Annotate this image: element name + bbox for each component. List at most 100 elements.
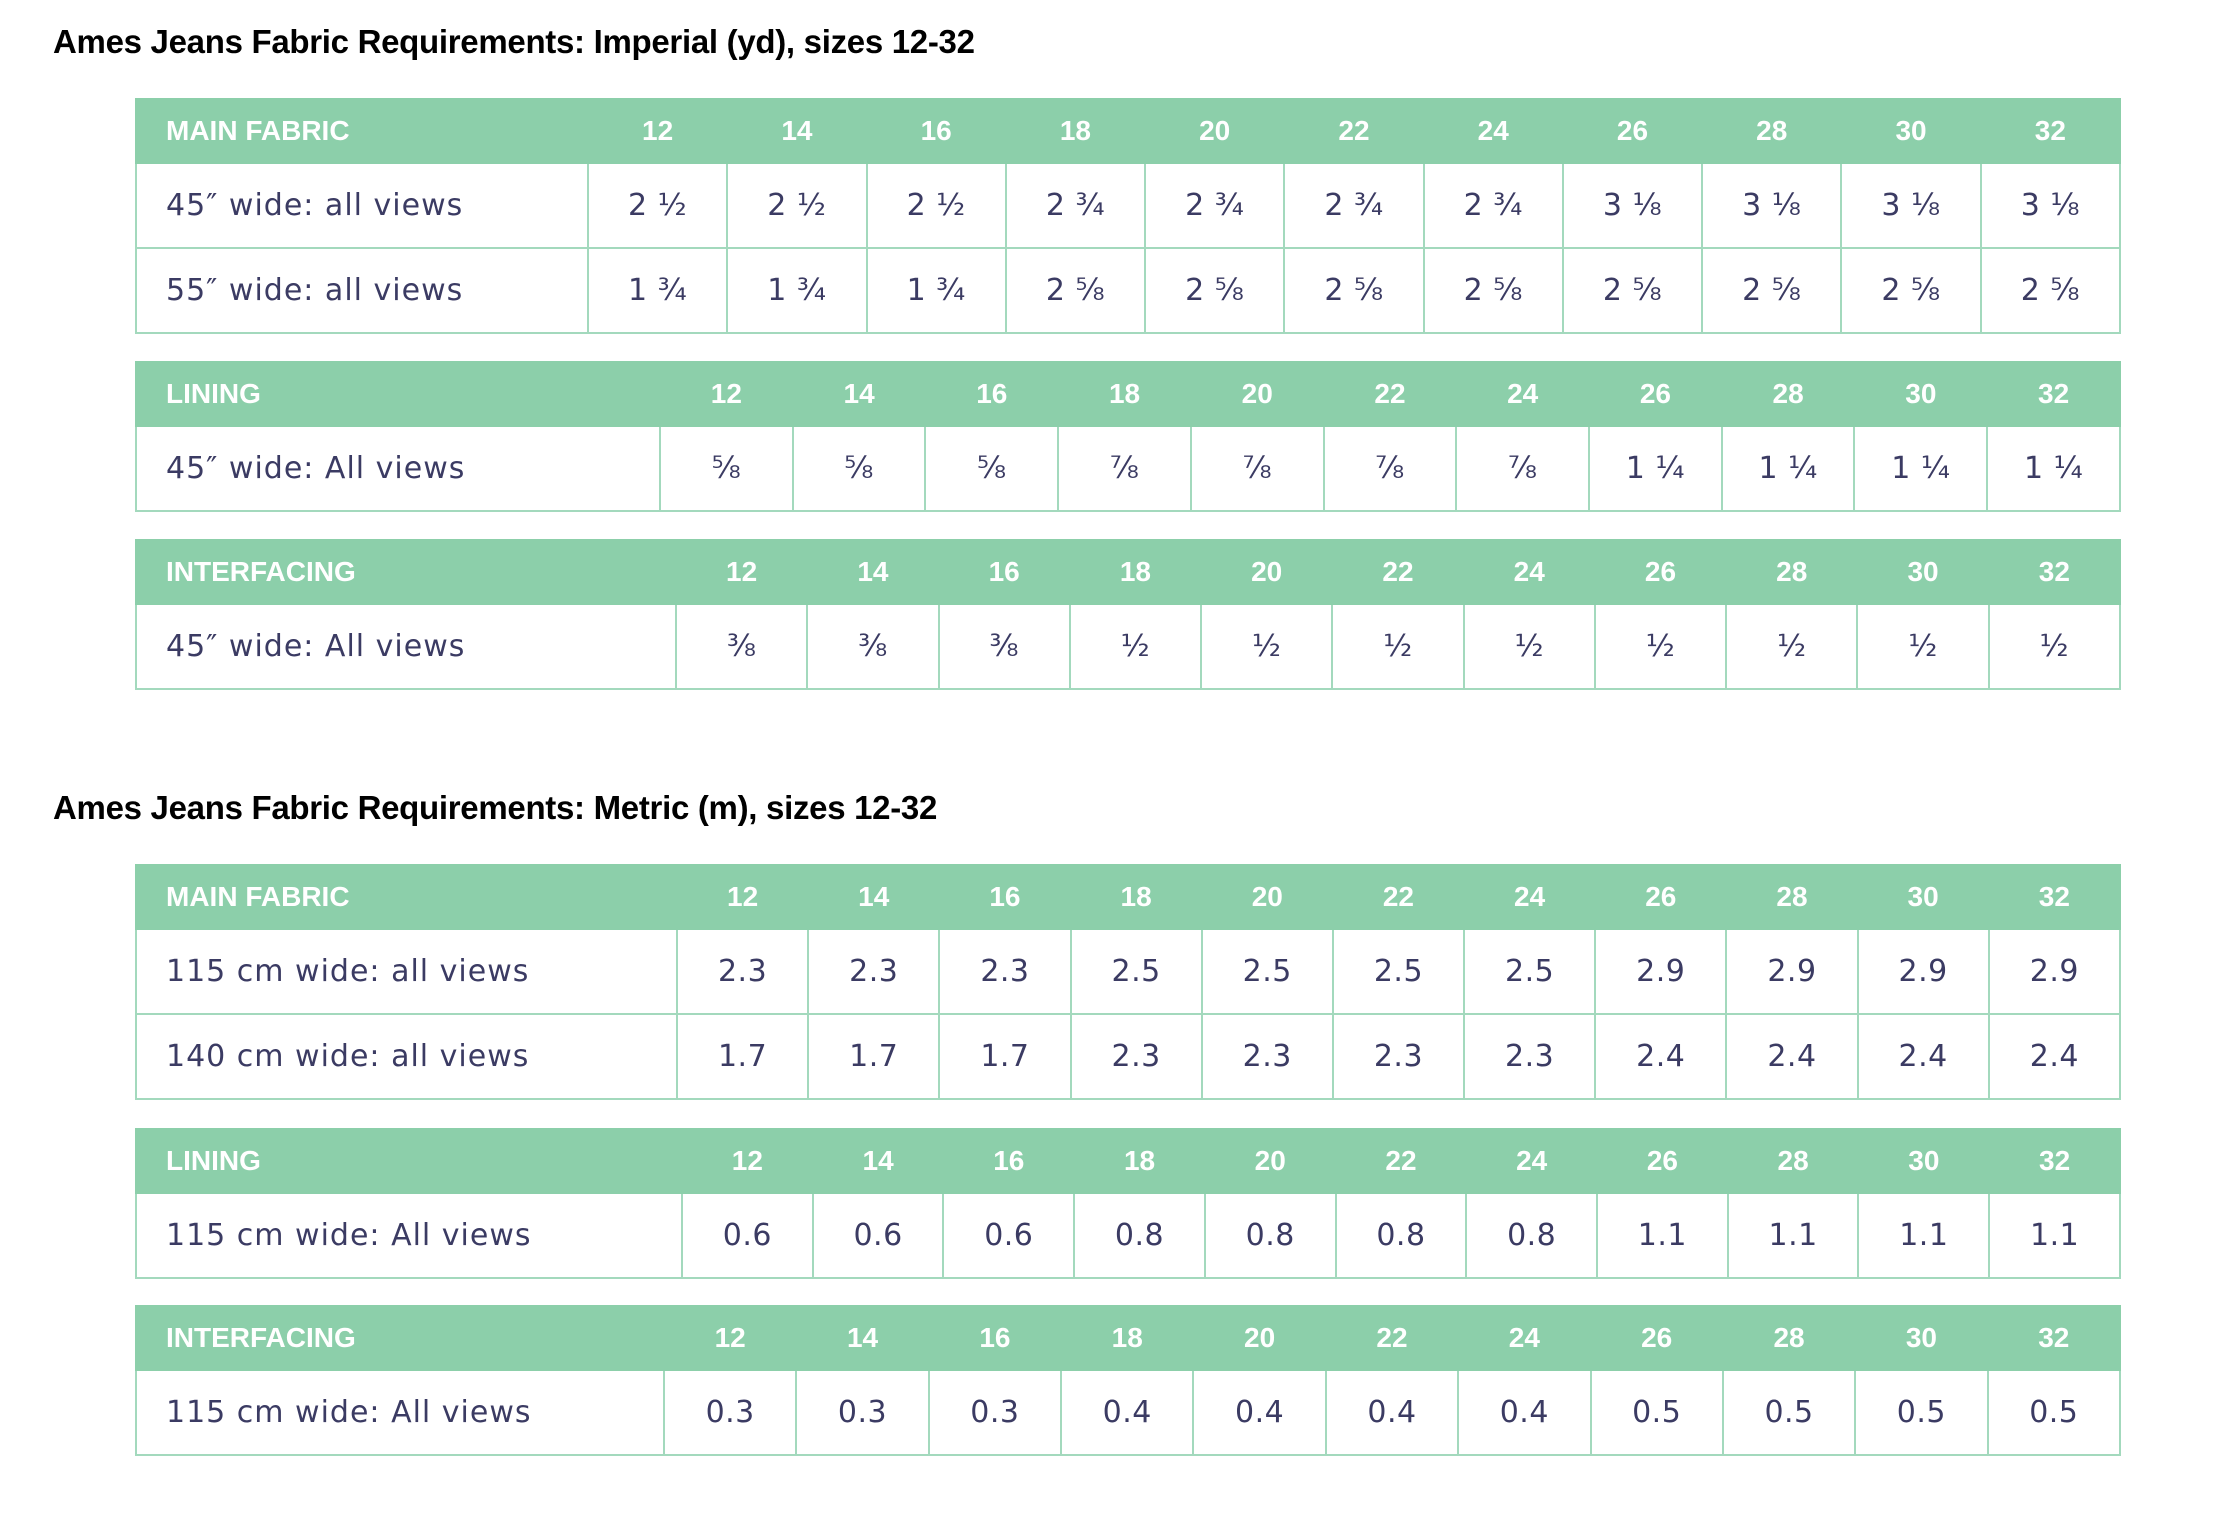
yardage-cell: 0.5 [1721,1369,1857,1456]
yardage-cell: 2.3 [1069,1013,1203,1100]
yardage-cell: 3 ⅛ [1701,162,1843,249]
requirements-table: MAIN FABRIC 12 14 16 18 20 22 24 26 28 30 32 45″ wid… [135,98,2122,334]
yardage-cell: 3 ⅛ [1840,162,1982,249]
yardage-cell: 1 ¾ [726,247,868,334]
size-heading: 14 [811,1128,945,1194]
yardage-cell: 0.4 [1192,1369,1327,1456]
yardage-cell: 1.1 [1857,1192,1991,1279]
yardage-cell: 2 ½ [726,162,868,249]
size-heading: 20 [1192,1305,1327,1371]
size-heading: 26 [1588,361,1723,427]
size-heading: 28 [1725,864,1859,930]
size-heading: 18 [1069,864,1203,930]
size-heading: 30 [1840,98,1982,164]
row-label: 45″ wide: All views [135,603,677,690]
yardage-cell: 2 ¾ [1144,162,1286,249]
yardage-cell: ½ [1068,603,1203,690]
size-heading: 24 [1455,361,1591,427]
size-heading: 32 [1987,539,2122,605]
size-heading: 24 [1457,1305,1592,1371]
yardage-cell: 1.7 [807,1013,941,1100]
yardage-cell: 1.1 [1988,1192,2121,1279]
size-heading: 22 [1331,864,1466,930]
yardage-cell: 3 ⅛ [1979,162,2122,249]
yardage-cell: ⅞ [1455,425,1591,512]
yardage-cell: 2 ¾ [1422,162,1564,249]
yardage-cell: ½ [1331,603,1465,690]
yardage-cell: 2.4 [1725,1013,1859,1100]
yardage-cell: 2 ½ [865,162,1007,249]
yardage-cell: 1.1 [1596,1192,1729,1279]
size-heading: 28 [1721,1305,1857,1371]
size-heading: 18 [1004,98,1147,164]
header-row: INTERFACING 12 14 16 18 20 22 24 26 28 30 32 [135,1305,2122,1371]
yardage-cell: 2.4 [1594,1013,1728,1100]
yardage-cell: 2.3 [1463,1013,1597,1100]
table-body: 115 cm wide: All views 0.6 0.6 0.6 0.8 0.8 0.8… [135,1192,2121,1279]
table-body: 115 cm wide: all views 2.3 2.3 2.3 2.5 2.5 2.5… [135,928,2122,1100]
size-heading: 30 [1853,361,1989,427]
size-heading: 16 [927,1305,1063,1371]
size-heading: 18 [1073,1128,1206,1194]
yardage-cell: 1 ¾ [586,247,729,334]
header-row: MAIN FABRIC 12 14 16 18 20 22 24 26 28 30 32 [135,98,2122,164]
size-heading: 32 [1988,1128,2121,1194]
yardage-cell: 0.4 [1457,1369,1592,1456]
yardage-cell: 2 ⅝ [1004,247,1147,334]
yardage-cell: ⅞ [1057,425,1192,512]
size-heading: 32 [1986,361,2121,427]
yardage-cell: 0.5 [1986,1369,2122,1456]
yardage-cell: 1.7 [675,1013,810,1100]
fabric-heading: LINING [135,1128,683,1194]
row-label: 115 cm wide: All views [135,1369,665,1456]
yardage-cell: 0.5 [1589,1369,1724,1456]
yardage-cell: 2.5 [1200,928,1334,1015]
size-heading: 22 [1324,1305,1460,1371]
size-heading: 16 [938,864,1072,930]
yardage-cell: 2 ⅝ [1144,247,1286,334]
data-row: 115 cm wide: All views 0.3 0.3 0.3 0.4 0.4 0.4… [135,1369,2122,1456]
size-heading: 20 [1200,539,1334,605]
size-heading: 14 [791,361,927,427]
row-label: 45″ wide: all views [135,162,589,249]
yardage-cell: 2.3 [675,928,810,1015]
yardage-cell: ⅜ [937,603,1071,690]
size-heading: 22 [1334,1128,1468,1194]
size-heading: 30 [1856,539,1990,605]
yardage-cell: ½ [1725,603,1859,690]
yardage-cell: 1.1 [1726,1192,1860,1279]
size-heading: 12 [662,1305,798,1371]
size-heading: 20 [1200,864,1334,930]
yardage-cell: ⅝ [659,425,794,512]
table-body: 45″ wide: All views ⅜ ⅜ ⅜ ½ ½ ½ ½ ½ ½ ½ ½ [135,603,2122,690]
yardage-cell: 0.4 [1324,1369,1460,1456]
requirements-table: INTERFACING 12 14 16 18 20 22 24 26 28 30 32 45″ wid… [135,539,2122,690]
data-row: 115 cm wide: All views 0.6 0.6 0.6 0.8 0.8 0.8… [135,1192,2121,1279]
fabric-heading: INTERFACING [135,539,677,605]
yardage-cell: 2.5 [1463,928,1597,1015]
table-header: INTERFACING 12 14 16 18 20 22 24 26 28 30 32 [135,539,2122,605]
yardage-cell: 1 ¾ [865,247,1007,334]
size-heading: 16 [942,1128,1076,1194]
yardage-cell: 1 ¼ [1588,425,1723,512]
yardage-cell: 0.6 [942,1192,1076,1279]
yardage-cell: 2.3 [938,928,1072,1015]
yardage-cell: 2 ½ [586,162,729,249]
size-heading: 16 [937,539,1071,605]
yardage-cell: ½ [1200,603,1334,690]
yardage-cell: ⅝ [924,425,1060,512]
yardage-cell: 0.8 [1073,1192,1206,1279]
yardage-cell: ⅝ [791,425,927,512]
yardage-cell: 1.7 [938,1013,1072,1100]
yardage-cell: 1 ¼ [1720,425,1856,512]
yardage-cell: 2 ⅝ [1561,247,1704,334]
yardage-cell: 2.4 [1987,1013,2122,1100]
size-heading: 28 [1725,539,1859,605]
data-row: 140 cm wide: all views 1.7 1.7 1.7 2.3 2.3 2.3… [135,1013,2122,1100]
size-heading: 20 [1144,98,1286,164]
size-heading: 18 [1060,1305,1195,1371]
yardage-cell: 2.5 [1331,928,1466,1015]
